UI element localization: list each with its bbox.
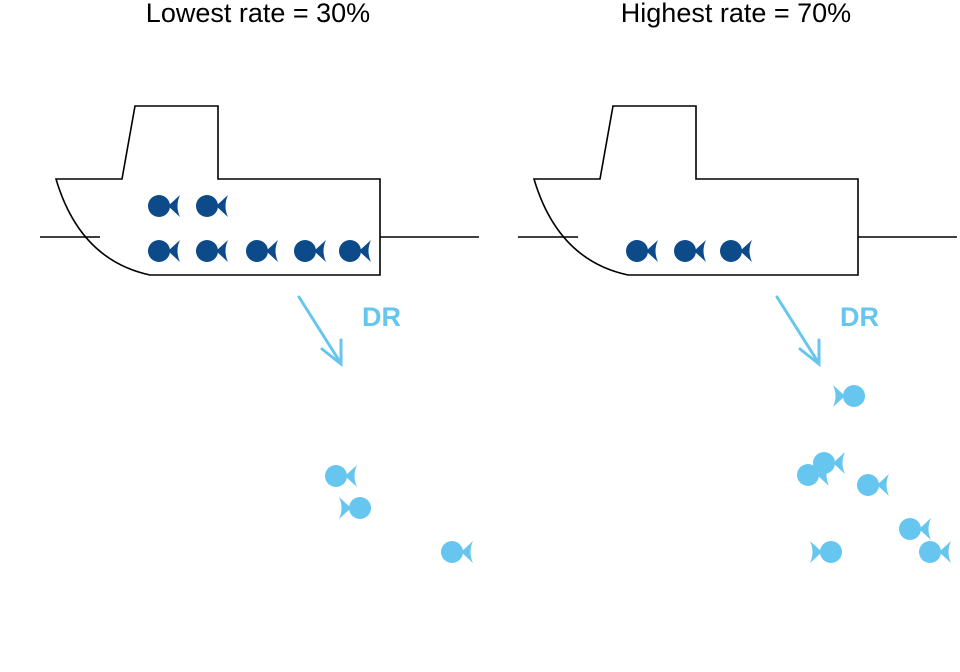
retained-fish-icon: [339, 240, 371, 262]
arrow-icon: [775, 295, 821, 368]
discarded-fish-icon: [833, 385, 865, 407]
panel-title: Highest rate = 70%: [620, 0, 852, 28]
panel-title: Lowest rate = 30%: [145, 0, 371, 28]
discarded-fish-icon: [919, 541, 951, 563]
discard-rate-label: DR: [840, 302, 879, 332]
retained-fish-icon: [148, 240, 180, 262]
discarded-fish-icon: [325, 465, 357, 487]
scene-lowest-rate: DR: [40, 105, 479, 563]
discarded-fish-icon: [810, 541, 842, 563]
retained-fish-icon: [246, 240, 278, 262]
discard-rate-label: DR: [362, 302, 401, 332]
discarded-fish-icon: [441, 541, 473, 563]
retained-fish-icon: [674, 240, 706, 262]
boat-icon: [532, 105, 859, 276]
panel-highest-rate: Highest rate = 70% DR: [480, 0, 960, 672]
retained-fish-icon: [626, 240, 658, 262]
boat-icon: [54, 105, 381, 276]
retained-fish-icon: [294, 240, 326, 262]
retained-fish-icon: [720, 240, 752, 262]
panel-lowest-rate: Lowest rate = 30% DR: [40, 0, 479, 563]
discarded-fish-icon: [857, 474, 889, 496]
retained-fish-icon: [196, 240, 228, 262]
retained-fish-group: [626, 240, 752, 262]
discarded-fish-icon: [339, 497, 371, 519]
discarded-fish-group: [325, 465, 473, 563]
retained-fish-icon: [196, 195, 228, 217]
retained-fish-icon: [148, 195, 180, 217]
retained-fish-group: [148, 195, 371, 262]
arrow-icon: [297, 295, 343, 368]
discarded-fish-group: [797, 385, 951, 563]
discarded-fish-icon: [899, 518, 931, 540]
scene-highest-rate: DR: [518, 105, 957, 563]
